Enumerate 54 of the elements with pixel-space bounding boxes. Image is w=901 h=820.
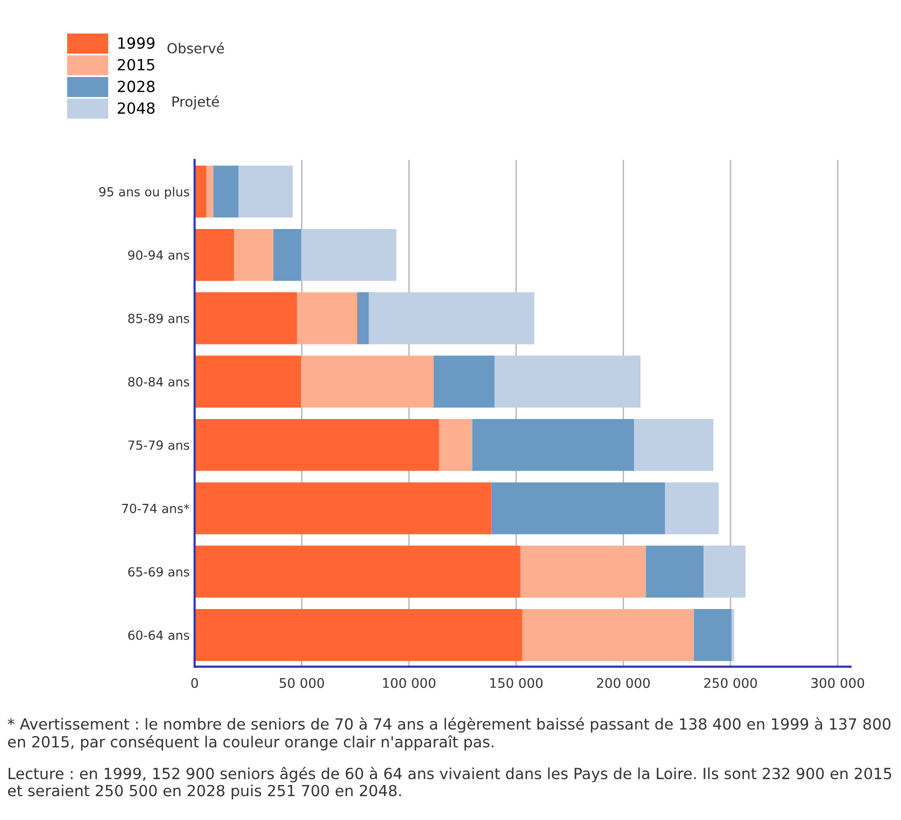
bar	[194, 609, 522, 661]
bar	[234, 228, 274, 281]
bar	[238, 166, 293, 218]
text: Observé	[167, 42, 224, 54]
bar	[491, 482, 666, 534]
text: Lecture : en 1999, 152 900 seniors âgés de 60 à 64 ans vivaient dans les Pays de la Loire. Ils sont 232 900 en 2015 et seraient 250 500 en 2028 puis 251 700 en 2048.	[8, 766, 892, 800]
bar	[520, 546, 646, 598]
y-tick-label: 85-89 ans	[128, 314, 190, 324]
bar	[297, 292, 358, 344]
y-tick-label: 70-74 ans*	[122, 504, 190, 514]
bar	[206, 166, 214, 218]
x-tick-label: 250 000	[704, 678, 757, 688]
bar	[273, 228, 302, 281]
legend-label: 1999	[118, 37, 155, 49]
y-tick-label: 65-69 ans	[128, 567, 190, 577]
x-tick-label: 100 000	[383, 678, 436, 688]
bar	[704, 546, 746, 598]
y-tick-label: 75-79 ans	[128, 440, 190, 450]
text: Projeté	[172, 95, 219, 110]
y-tick-label: 90-94 ans	[128, 250, 190, 260]
bar	[194, 356, 302, 408]
y-tick-label: 80-84 ans	[128, 377, 190, 387]
bar	[194, 166, 206, 218]
x-tick-label: 150 000	[490, 678, 543, 688]
x-tick-label: 200 000	[597, 678, 650, 688]
legend-label: 2028	[118, 80, 155, 92]
y-tick-label: 95 ans ou plus	[99, 186, 190, 199]
bar	[194, 228, 234, 281]
bar	[732, 609, 734, 661]
bar	[357, 292, 369, 344]
legend-label: 2048	[118, 102, 155, 114]
y-tick-label: 60-64 ans	[128, 630, 190, 640]
bar	[646, 546, 704, 598]
bar	[301, 228, 396, 281]
bar	[522, 609, 694, 661]
bar	[494, 356, 640, 408]
bar	[665, 482, 719, 534]
bar	[434, 356, 495, 408]
bar	[472, 418, 634, 471]
bar	[194, 418, 439, 471]
bar	[368, 292, 534, 344]
bar	[213, 166, 239, 218]
bar	[194, 482, 492, 534]
bar	[194, 292, 298, 344]
bar	[438, 418, 472, 471]
text: * Avertissement : le nombre de seniors de 70 à 74 ans a légèrement baissé passant de 138 400 en 1999 à 137 800 en 2015, par conséquent la couleur orange clair n'apparaît pas.	[8, 717, 890, 751]
x-tick-label: 300 000	[811, 678, 864, 688]
legend-label: 2015	[118, 58, 154, 71]
bar	[194, 546, 520, 598]
bar	[634, 418, 714, 471]
x-tick-label: 0	[191, 678, 198, 688]
bar	[694, 609, 732, 661]
x-tick-label: 50 000	[280, 678, 324, 688]
bar	[301, 356, 434, 408]
